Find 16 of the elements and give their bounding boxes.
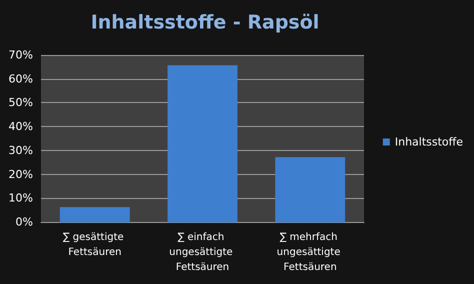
x-tick-label: ∑ mehrfach ungesättigte Fettsäuren [276,232,344,273]
bar [60,207,130,222]
y-tick-label: 50% [8,96,33,110]
legend-label: Inhaltsstoffe [394,136,464,148]
y-tick-label: 0% [16,216,33,228]
y-tick-label: 40% [8,120,33,134]
y-tick-label: 30% [8,144,33,157]
bar [168,65,238,222]
y-tick-label: 10% [8,192,33,205]
x-tick-label: ∑ gesättigte Fettsäuren [62,232,127,258]
y-tick-label: 70% [8,48,33,62]
x-tick-label: ∑ einfach ungesättigte Fettsäuren [169,232,236,273]
y-tick-label: 60% [8,72,33,86]
bar [275,157,346,222]
chart-title: Inhaltsstoffe - Rapsöl [90,12,320,34]
y-tick-label: 20% [8,168,33,181]
